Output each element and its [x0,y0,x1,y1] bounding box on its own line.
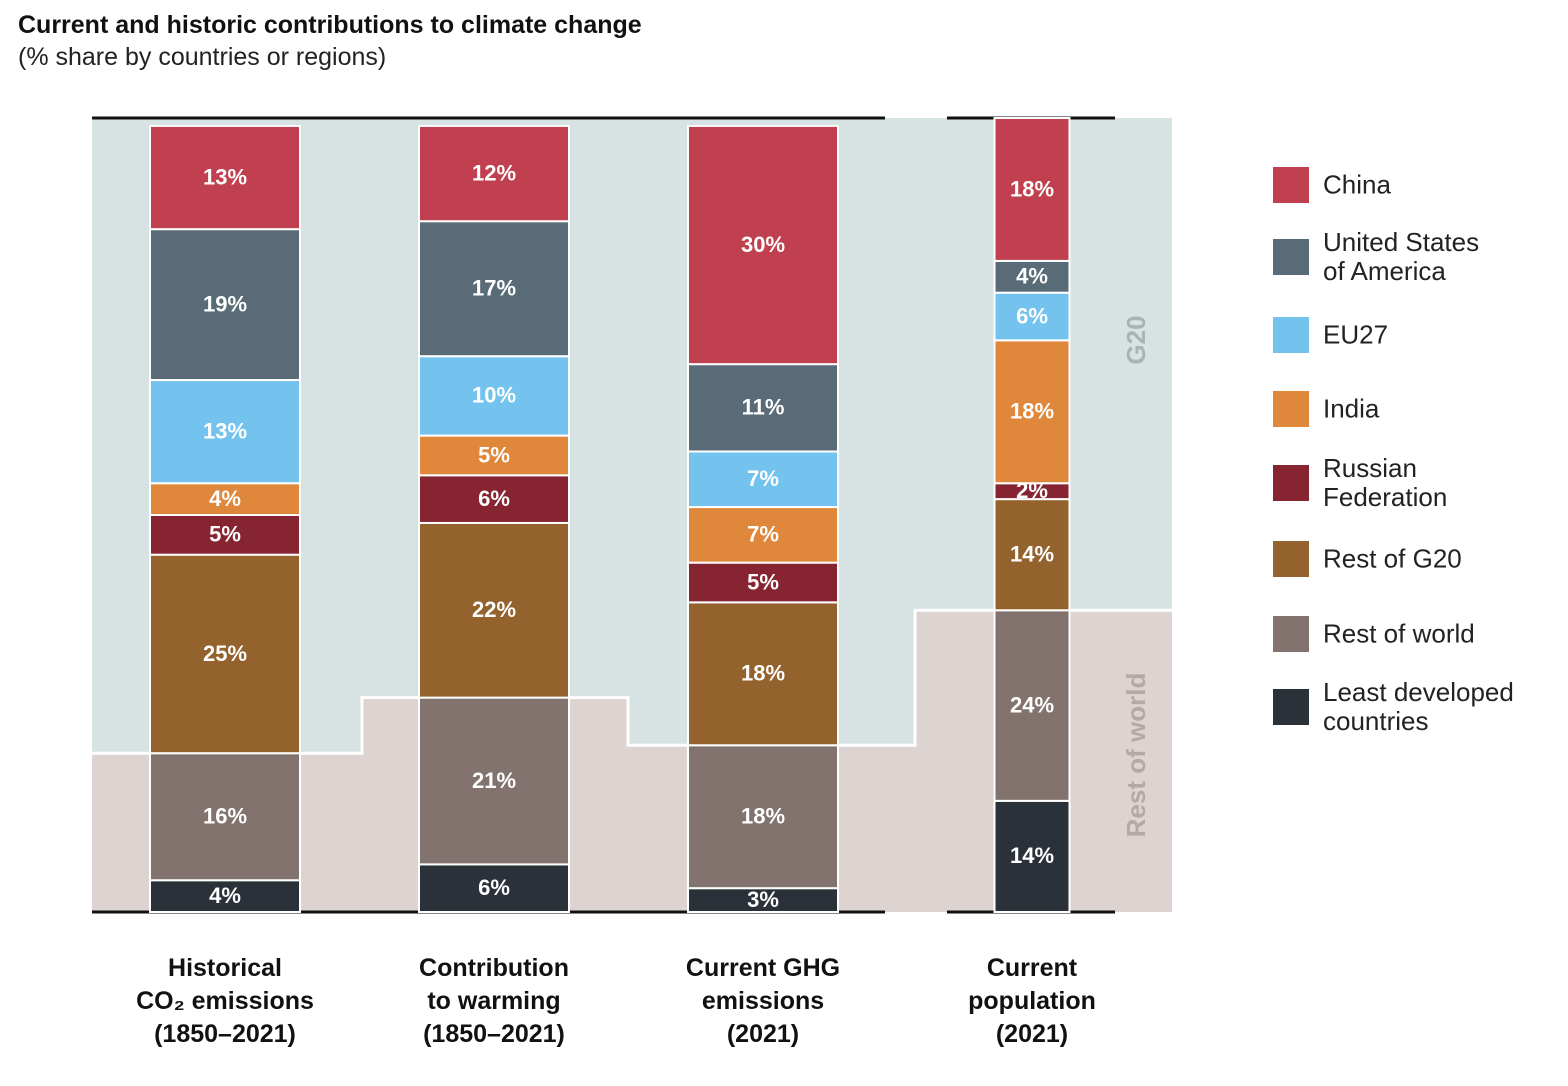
group-label: Rest of world [1121,673,1151,838]
value-label: 30% [741,232,785,257]
bar-segment [687,601,839,747]
bar-segment [418,521,570,699]
value-label: 5% [478,442,510,467]
bar-segment [418,696,570,866]
value-label: 4% [1016,264,1048,289]
value-label: 6% [478,875,510,900]
legend-label: Rest of G20 [1323,543,1462,574]
bar-segment [993,117,1071,262]
value-label: 5% [209,522,241,547]
bar-segment [993,498,1071,612]
value-label: 4% [209,883,241,908]
legend-swatch [1273,465,1309,501]
legend-label: Russian Federation [1323,453,1448,512]
legend-swatch [1273,616,1309,652]
value-label: 24% [1010,692,1054,717]
bar-segment [149,553,301,755]
value-label: 19% [203,291,247,316]
bar-segment [687,450,839,509]
bar-segment [687,744,839,890]
legend-swatch [1273,689,1309,725]
legend-label: China [1323,169,1391,200]
x-tick-label: Current GHG emissions (2021) [685,954,841,1048]
chart-subtitle: (% share by countries or regions) [18,43,387,71]
value-label: 18% [1010,176,1054,201]
bar-segment [149,124,301,231]
value-label: 21% [472,768,516,793]
value-label: 22% [472,597,516,622]
value-label: 18% [741,804,785,829]
value-label: 16% [203,804,247,829]
value-label: 6% [1016,303,1048,328]
bar-segment [993,609,1071,802]
bar-segment [149,752,301,882]
x-tick-label: Current population (2021) [968,954,1096,1048]
bar-segment [418,355,570,437]
value-label: 5% [747,569,779,594]
value-label: 3% [747,887,779,912]
bar-segment [687,561,839,604]
group-label: G20 [1121,315,1151,364]
value-label: 13% [203,418,247,443]
bar-segment [993,291,1071,342]
value-label: 12% [472,160,516,185]
value-label: 18% [741,661,785,686]
bar-segment [418,124,570,223]
value-label: 7% [747,522,779,547]
legend-swatch [1273,167,1309,203]
value-label: 6% [478,486,510,511]
chart-title: Current and historic contributions to cl… [18,11,642,39]
bar-segment [149,228,301,382]
legend-swatch [1273,391,1309,427]
value-label: 13% [203,164,247,189]
value-label: 18% [1010,399,1054,424]
value-label: 17% [472,276,516,301]
value-label: 25% [203,641,247,666]
value-label: 11% [742,395,785,420]
legend-swatch [1273,239,1309,275]
legend-label: EU27 [1323,319,1389,350]
value-label: 10% [472,383,516,408]
x-tick-label: Historical CO₂ emissions (1850–2021) [136,954,314,1048]
legend-label: Rest of world [1323,618,1475,649]
bar-segment [687,124,839,366]
value-label: 14% [1010,843,1054,868]
bar-segment [149,514,301,556]
legend-label: India [1323,393,1380,424]
value-label: 4% [209,486,241,511]
bar-segment [149,379,301,485]
legend-label: Least developed countries [1323,677,1514,736]
legend-label: United States of America [1323,227,1480,286]
x-tick-label: Contribution to warming (1850–2021) [419,954,569,1048]
bar-segment [418,863,570,913]
legend-swatch [1273,541,1309,577]
bar-segment [418,220,570,358]
legend-swatch [1273,317,1309,353]
value-label: 7% [747,466,779,491]
zone-boundary [92,608,1172,755]
bar-segment [993,339,1071,485]
value-label: 14% [1010,542,1054,567]
